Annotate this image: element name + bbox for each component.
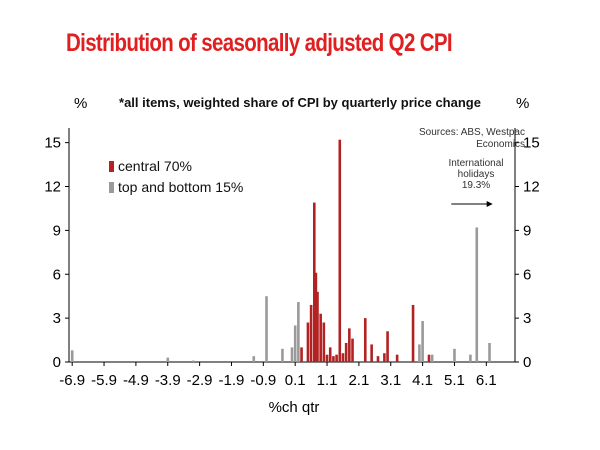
annotation-line-1: International [448,158,503,169]
x-tick-label: -1.9 [219,372,245,389]
y-tick-label-left: 6 [53,266,61,283]
y-tick-label-right: 9 [523,222,531,239]
annotation-line-3: 19.3% [462,180,490,191]
bar-top-bottom [430,354,434,362]
bar-top-bottom [166,357,170,362]
x-tick-label: 2.1 [348,372,369,389]
y-tick-label-right: 0 [523,354,531,371]
bar-central [427,354,431,362]
source-line-2: Economics [476,139,525,150]
bar-top-bottom [70,350,74,362]
bar-central [300,347,303,363]
x-tick-label: 1.1 [317,372,338,389]
bar-top-bottom [293,325,297,362]
source-note: Sources: ABS, Westpac Economics [419,127,525,150]
y-axis-label-right: % [516,95,529,112]
x-tick-label: -2.9 [187,372,213,389]
x-tick-label: 3.1 [380,372,401,389]
legend-swatch-central [109,161,114,172]
bar-top-bottom [418,344,421,362]
bar-central [328,347,332,363]
bar-central [351,338,354,362]
bar-top-bottom [297,302,300,362]
x-tick-label: -3.9 [155,372,181,389]
y-tick-label-left: 0 [53,354,61,371]
y-tick-label-right: 15 [523,135,540,152]
x-tick-label: -4.9 [123,372,149,389]
bar-central [348,328,351,362]
bar-central [370,344,373,362]
bar-top-bottom [191,360,195,362]
bar-central [309,304,313,362]
bar-central [386,331,389,362]
bar-top-bottom [290,347,294,363]
y-tick-label-left: 15 [44,135,61,152]
x-tick-label: 5.1 [444,372,465,389]
legend-swatch-top-bottom [109,182,114,193]
legend-label-central: central 70% [118,158,192,174]
bar-central [338,139,342,362]
bar-top-bottom [488,342,491,362]
x-tick-label: -5.9 [91,372,117,389]
y-tick-label-right: 3 [523,310,531,327]
y-tick-label-left: 12 [44,179,61,196]
x-tick-label: -0.9 [250,372,276,389]
bar-central [383,353,386,362]
annotation: International holidays 19.3% [448,158,504,208]
bar-central [344,342,348,362]
bar-central [319,313,322,362]
bar-central [341,353,345,362]
chart-title: Distribution of seasonally adjusted Q2 C… [66,29,453,57]
bar-central [322,322,326,362]
x-axis-label: %ch qtr [269,399,320,416]
bar-top-bottom [281,348,284,362]
bar-central [325,354,329,362]
bar-central [313,202,316,362]
x-tick-label: 6.1 [476,372,497,389]
bar-central [363,318,367,363]
legend-label-top-bottom: top and bottom 15% [118,179,243,195]
bar-central [314,272,318,362]
annotation-arrowhead [486,201,493,208]
y-axis-label-left: % [74,95,87,112]
bar-top-bottom [469,354,472,362]
chart-subtitle: *all items, weighted share of CPI by qua… [119,95,481,110]
bar-top-bottom [475,227,479,362]
x-tick-label: -6.9 [59,372,85,389]
bar-central [376,356,380,362]
y-tick-label-left: 9 [53,222,61,239]
bar-central [335,354,338,362]
bar-central [411,304,415,362]
bar-central [332,356,335,362]
bar-central [306,322,310,362]
x-tick-label: 4.1 [412,372,433,389]
y-tick-label-right: 12 [523,179,540,196]
annotation-line-2: holidays [458,169,495,180]
bar-central [395,354,399,362]
x-tick-label: 0.1 [285,372,306,389]
bar-central [316,291,319,362]
bar-top-bottom [252,356,256,362]
bar-top-bottom [265,296,268,362]
bar-top-bottom [421,321,424,362]
y-tick-label-right: 6 [523,266,531,283]
y-tick-label-left: 3 [53,310,61,327]
source-line-1: Sources: ABS, Westpac [419,127,525,138]
bar-top-bottom [453,348,456,362]
legend: central 70% top and bottom 15% [109,158,243,195]
